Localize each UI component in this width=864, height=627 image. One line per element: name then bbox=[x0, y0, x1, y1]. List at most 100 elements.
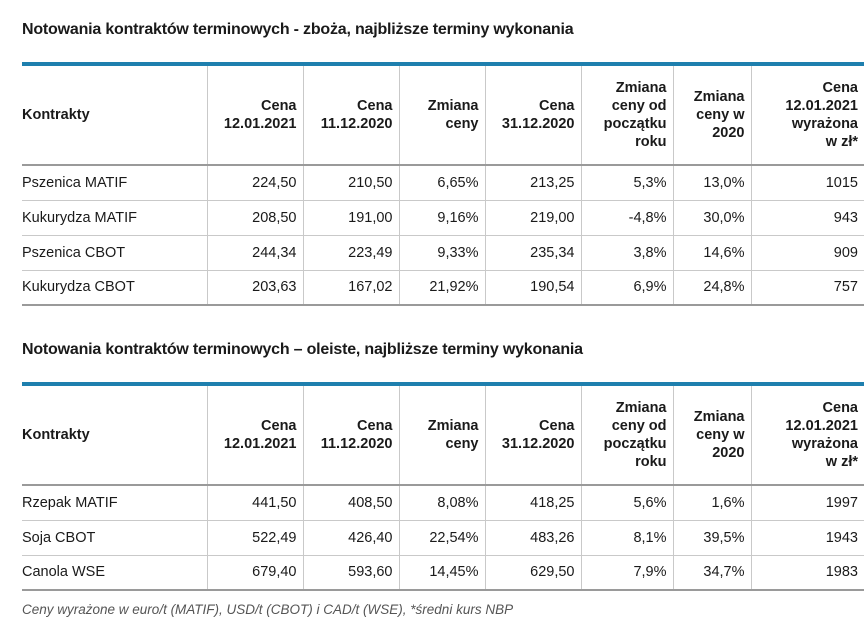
cell-contract: Rzepak MATIF bbox=[22, 485, 207, 521]
column-header-change-2020: Zmiana ceny w 2020 bbox=[672, 382, 751, 486]
cell-price-change: 6,65% bbox=[398, 165, 485, 201]
table-row: Kukurydza CBOT 203,63 167,02 21,92% 190,54 6,… bbox=[22, 270, 864, 306]
cell-price-pln: 1015 bbox=[750, 165, 864, 201]
column-header-price-change: Zmiana ceny bbox=[398, 62, 485, 166]
cell-contract: Kukurydza CBOT bbox=[22, 270, 207, 306]
column-header-line: Cena bbox=[539, 98, 575, 114]
column-header-line: Cena bbox=[822, 80, 858, 96]
cell-price-change: 22,54% bbox=[398, 520, 485, 556]
column-header-line: ceny od bbox=[611, 98, 667, 114]
table-header-row: Kontrakty Cena 12.01.2021 Cena 11.12.2020 Zmi… bbox=[22, 382, 864, 486]
column-header-line: Cena bbox=[261, 418, 297, 434]
cell-change-ytd: 3,8% bbox=[580, 235, 673, 271]
table-row: Rzepak MATIF 441,50 408,50 8,08% 418,25 5,6% 1… bbox=[22, 485, 864, 521]
cell-price-year-end: 213,25 bbox=[484, 165, 581, 201]
cell-price-pln: 1983 bbox=[750, 555, 864, 591]
column-header-line: Zmiana bbox=[427, 98, 479, 114]
column-header-price-pln: Cena 12.01.2021 wyrażona w zł* bbox=[750, 382, 864, 486]
cell-price-current: 441,50 bbox=[206, 485, 303, 521]
column-header-line: ceny w bbox=[696, 107, 745, 123]
column-header-line: ceny bbox=[445, 116, 479, 132]
table-row: Soja CBOT 522,49 426,40 22,54% 483,26 8,1% 39,… bbox=[22, 520, 864, 556]
column-header-line: 2020 bbox=[712, 445, 745, 461]
table-row: Pszenica CBOT 244,34 223,49 9,33% 235,34 3,8%… bbox=[22, 235, 864, 271]
column-header-line: Cena bbox=[357, 418, 393, 434]
table-header-row: Kontrakty Cena 12.01.2021 Cena 11.12.2020 Zmi… bbox=[22, 62, 864, 166]
column-header-line: Cena bbox=[822, 400, 858, 416]
cell-price-year-end: 418,25 bbox=[484, 485, 581, 521]
cell-price-prev-month: 223,49 bbox=[302, 235, 399, 271]
column-header-price-year-end: Cena 31.12.2020 bbox=[484, 382, 581, 486]
column-header-line: 11.12.2020 bbox=[320, 116, 393, 132]
column-header-change-ytd: Zmiana ceny od początku roku bbox=[580, 382, 673, 486]
cell-price-current: 244,34 bbox=[206, 235, 303, 271]
cell-price-current: 522,49 bbox=[206, 520, 303, 556]
cell-change-2020: 14,6% bbox=[672, 235, 751, 271]
cell-contract: Pszenica CBOT bbox=[22, 235, 207, 271]
cell-price-change: 9,33% bbox=[398, 235, 485, 271]
column-header-line: w zł* bbox=[825, 134, 858, 150]
column-header-line: 12.01.2021 bbox=[223, 116, 297, 132]
column-header-line: 12.01.2021 bbox=[785, 418, 858, 434]
column-header-contract: Kontrakty bbox=[22, 382, 207, 486]
cell-change-ytd: 5,3% bbox=[580, 165, 673, 201]
table-row: Kukurydza MATIF 208,50 191,00 9,16% 219,00 -4… bbox=[22, 200, 864, 236]
cell-contract: Canola WSE bbox=[22, 555, 207, 591]
cell-price-current: 203,63 bbox=[206, 270, 303, 306]
column-header-line: ceny w bbox=[696, 427, 745, 443]
column-header-line: Cena bbox=[357, 98, 393, 114]
cell-price-prev-month: 408,50 bbox=[302, 485, 399, 521]
cell-change-ytd: 7,9% bbox=[580, 555, 673, 591]
column-header-line: Kontrakty bbox=[22, 427, 90, 443]
column-header-line: wyrażona bbox=[791, 436, 858, 452]
cell-price-change: 8,08% bbox=[398, 485, 485, 521]
column-header-line: 31.12.2020 bbox=[501, 436, 575, 452]
cell-change-2020: 34,7% bbox=[672, 555, 751, 591]
cell-change-ytd: -4,8% bbox=[580, 200, 673, 236]
cell-price-current: 224,50 bbox=[206, 165, 303, 201]
column-header-line: Kontrakty bbox=[22, 107, 90, 123]
table1-title: Notowania kontraktów terminowych - zboża… bbox=[22, 21, 574, 38]
column-header-line: Zmiana bbox=[427, 418, 479, 434]
cell-price-pln: 757 bbox=[750, 270, 864, 306]
cell-change-ytd: 6,9% bbox=[580, 270, 673, 306]
column-header-line: Zmiana bbox=[615, 80, 667, 96]
column-header-price-pln: Cena 12.01.2021 wyrażona w zł* bbox=[750, 62, 864, 166]
cell-change-ytd: 8,1% bbox=[580, 520, 673, 556]
futures-table-grains: Kontrakty Cena 12.01.2021 Cena 11.12.2020 Zmi… bbox=[22, 62, 864, 306]
column-header-price-change: Zmiana ceny bbox=[398, 382, 485, 486]
cell-contract: Soja CBOT bbox=[22, 520, 207, 556]
column-header-line: początku bbox=[603, 116, 667, 132]
cell-price-year-end: 235,34 bbox=[484, 235, 581, 271]
column-header-price-prev-month: Cena 11.12.2020 bbox=[302, 62, 399, 166]
cell-price-prev-month: 426,40 bbox=[302, 520, 399, 556]
cell-contract: Kukurydza MATIF bbox=[22, 200, 207, 236]
column-header-line: Cena bbox=[539, 418, 575, 434]
column-header-line: w zł* bbox=[825, 454, 858, 470]
column-header-line: 12.01.2021 bbox=[223, 436, 297, 452]
cell-change-2020: 13,0% bbox=[672, 165, 751, 201]
cell-change-2020: 30,0% bbox=[672, 200, 751, 236]
column-header-change-ytd: Zmiana ceny od początku roku bbox=[580, 62, 673, 166]
footnote: Ceny wyrażone w euro/t (MATIF), USD/t (C… bbox=[22, 602, 514, 617]
column-header-line: 2020 bbox=[712, 125, 745, 141]
cell-price-prev-month: 210,50 bbox=[302, 165, 399, 201]
cell-price-year-end: 483,26 bbox=[484, 520, 581, 556]
cell-change-ytd: 5,6% bbox=[580, 485, 673, 521]
column-header-line: 11.12.2020 bbox=[320, 436, 393, 452]
column-header-line: roku bbox=[635, 454, 667, 470]
cell-change-2020: 39,5% bbox=[672, 520, 751, 556]
column-header-line: Zmiana bbox=[693, 409, 745, 425]
column-header-price-year-end: Cena 31.12.2020 bbox=[484, 62, 581, 166]
cell-price-prev-month: 191,00 bbox=[302, 200, 399, 236]
cell-price-pln: 1997 bbox=[750, 485, 864, 521]
cell-contract: Pszenica MATIF bbox=[22, 165, 207, 201]
cell-price-prev-month: 593,60 bbox=[302, 555, 399, 591]
cell-price-change: 21,92% bbox=[398, 270, 485, 306]
futures-table-oilseeds: Kontrakty Cena 12.01.2021 Cena 11.12.2020 Zmi… bbox=[22, 382, 864, 591]
column-header-line: Zmiana bbox=[693, 89, 745, 105]
column-header-price-current: Cena 12.01.2021 bbox=[206, 62, 303, 166]
cell-price-pln: 1943 bbox=[750, 520, 864, 556]
column-header-change-2020: Zmiana ceny w 2020 bbox=[672, 62, 751, 166]
cell-price-pln: 943 bbox=[750, 200, 864, 236]
